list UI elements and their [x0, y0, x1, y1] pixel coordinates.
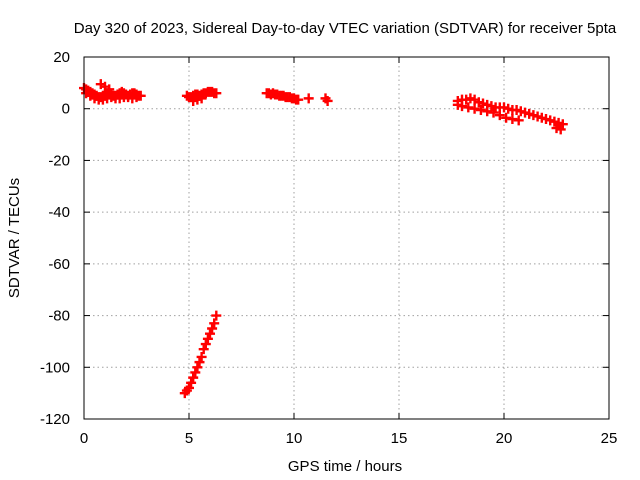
- data-point: [211, 310, 222, 321]
- series-arc-2: [181, 86, 222, 106]
- y-axis-label: SDTVAR / TECUs: [6, 178, 23, 298]
- x-tick-label: 5: [185, 430, 193, 447]
- data-point: [205, 328, 215, 339]
- data-point: [513, 115, 524, 126]
- data-point: [457, 101, 467, 112]
- data-point: [131, 92, 142, 103]
- series-arc-5: [452, 93, 568, 135]
- data-point: [192, 362, 203, 373]
- y-tick-label: -80: [48, 308, 70, 325]
- data-point: [469, 103, 480, 114]
- data-point: [188, 372, 199, 383]
- data-point: [488, 107, 499, 118]
- data-point: [557, 119, 568, 130]
- data-point: [482, 106, 493, 117]
- data-points: [79, 79, 568, 399]
- data-point: [190, 367, 201, 378]
- data-point: [475, 105, 486, 116]
- x-tick-labels: 0 5 10 15 20 25: [80, 430, 618, 447]
- x-tick-label: 20: [496, 430, 513, 447]
- data-point: [209, 318, 220, 329]
- plot-frame: [83, 56, 610, 420]
- x-axis-label: GPS time / hours: [288, 458, 402, 475]
- data-point: [555, 124, 566, 135]
- data-point: [507, 114, 518, 125]
- data-point: [303, 93, 314, 104]
- series-arc-3: [179, 310, 222, 399]
- y-tick-label: -20: [48, 152, 70, 169]
- y-tick-label: -60: [48, 256, 70, 273]
- data-point: [211, 88, 222, 99]
- data-point: [501, 112, 512, 123]
- data-point: [186, 377, 197, 388]
- data-point: [194, 357, 205, 368]
- data-point: [196, 93, 207, 104]
- data-point: [104, 84, 115, 95]
- chart-title: Day 320 of 2023, Sidereal Day-to-day VTE…: [74, 20, 617, 37]
- data-point: [494, 110, 505, 121]
- y-tick-label: -120: [40, 411, 70, 428]
- data-point: [207, 323, 218, 334]
- data-point: [202, 333, 213, 344]
- x-tick-label: 25: [601, 430, 618, 447]
- y-tick-label: 20: [53, 49, 70, 66]
- data-point: [293, 94, 304, 105]
- x-tick-label: 15: [391, 430, 408, 447]
- series-arc-1: [79, 79, 146, 105]
- data-point: [198, 344, 209, 355]
- y-tick-label: 0: [62, 101, 70, 118]
- x-tick-label: 10: [286, 430, 303, 447]
- y-tick-label: -40: [48, 204, 70, 221]
- y-tick-label: -100: [40, 359, 70, 376]
- y-tick-labels: -120 -100 -80 -60 -40 -20 0 20: [40, 49, 70, 428]
- data-point: [196, 351, 207, 362]
- x-tick-label: 0: [80, 430, 88, 447]
- series-arc-4: [261, 88, 333, 106]
- data-point: [322, 95, 333, 106]
- data-point: [200, 339, 211, 350]
- data-point: [184, 382, 194, 393]
- data-point: [463, 102, 474, 113]
